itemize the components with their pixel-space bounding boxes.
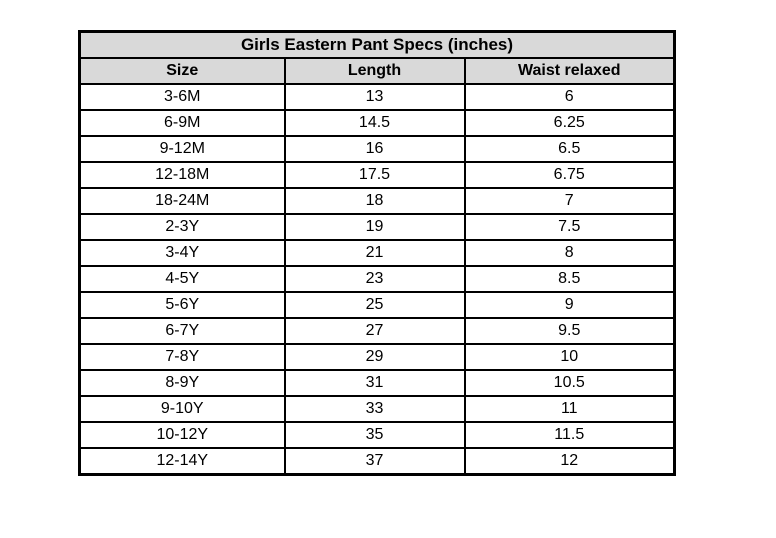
table-cell: 33 bbox=[283, 395, 466, 423]
table-row: 18-24M 18 7 bbox=[78, 187, 676, 215]
table-cell: 8 bbox=[463, 239, 676, 267]
table-cell: 11 bbox=[463, 395, 676, 423]
table-cell: 10 bbox=[463, 343, 676, 371]
table-cell: 29 bbox=[283, 343, 466, 371]
table-cell: 3-6M bbox=[78, 83, 286, 111]
table-title: Girls Eastern Pant Specs (inches) bbox=[78, 30, 676, 59]
table-cell: 9-10Y bbox=[78, 395, 286, 423]
table-cell: 14.5 bbox=[283, 109, 466, 137]
table-cell: 10-12Y bbox=[78, 421, 286, 449]
table-cell: 8-9Y bbox=[78, 369, 286, 397]
table-cell: 9.5 bbox=[463, 317, 676, 345]
table-cell: 8.5 bbox=[463, 265, 676, 293]
table-cell: 9-12M bbox=[78, 135, 286, 163]
table-row: 2-3Y 19 7.5 bbox=[78, 213, 676, 241]
table-cell: 37 bbox=[283, 447, 466, 476]
table-cell: 27 bbox=[283, 317, 466, 345]
table-row: 12-18M 17.5 6.75 bbox=[78, 161, 676, 189]
table-cell: 11.5 bbox=[463, 421, 676, 449]
table-cell: 6.75 bbox=[463, 161, 676, 189]
table-cell: 7-8Y bbox=[78, 343, 286, 371]
table-row: 5-6Y 25 9 bbox=[78, 291, 676, 319]
table-cell: 19 bbox=[283, 213, 466, 241]
table-cell: 6-7Y bbox=[78, 317, 286, 345]
table-cell: 13 bbox=[283, 83, 466, 111]
column-header: Waist relaxed bbox=[463, 57, 676, 85]
table-cell: 10.5 bbox=[463, 369, 676, 397]
table-row: 7-8Y 29 10 bbox=[78, 343, 676, 371]
table-cell: 35 bbox=[283, 421, 466, 449]
table-row: 6-9M 14.5 6.25 bbox=[78, 109, 676, 137]
table-cell: 25 bbox=[283, 291, 466, 319]
table-cell: 12-18M bbox=[78, 161, 286, 189]
table-cell: 4-5Y bbox=[78, 265, 286, 293]
table-row: 3-4Y 21 8 bbox=[78, 239, 676, 267]
table-cell: 7.5 bbox=[463, 213, 676, 241]
table-cell: 16 bbox=[283, 135, 466, 163]
table-row: 8-9Y 31 10.5 bbox=[78, 369, 676, 397]
table-body: 3-6M 13 6 6-9M 14.5 6.25 9-12M 16 6.5 12-18M 17.5 6… bbox=[78, 83, 676, 476]
table-cell: 2-3Y bbox=[78, 213, 286, 241]
table-row: 10-12Y 35 11.5 bbox=[78, 421, 676, 449]
table-cell: 6.25 bbox=[463, 109, 676, 137]
table-cell: 18 bbox=[283, 187, 466, 215]
table-cell: 12 bbox=[463, 447, 676, 476]
table-cell: 17.5 bbox=[283, 161, 466, 189]
pant-specs-table: Girls Eastern Pant Specs (inches) Size Le… bbox=[78, 30, 676, 476]
table-cell: 23 bbox=[283, 265, 466, 293]
table-row: 6-7Y 27 9.5 bbox=[78, 317, 676, 345]
column-header: Size bbox=[78, 57, 286, 85]
table-title-row: Girls Eastern Pant Specs (inches) bbox=[78, 30, 676, 59]
table-cell: 9 bbox=[463, 291, 676, 319]
table-cell: 6.5 bbox=[463, 135, 676, 163]
column-header: Length bbox=[283, 57, 466, 85]
table-row: 9-10Y 33 11 bbox=[78, 395, 676, 423]
table-cell: 7 bbox=[463, 187, 676, 215]
table-cell: 31 bbox=[283, 369, 466, 397]
table-cell: 5-6Y bbox=[78, 291, 286, 319]
table-cell: 21 bbox=[283, 239, 466, 267]
table-cell: 6 bbox=[463, 83, 676, 111]
table-cell: 3-4Y bbox=[78, 239, 286, 267]
table-row: 9-12M 16 6.5 bbox=[78, 135, 676, 163]
table-row: 12-14Y 37 12 bbox=[78, 447, 676, 476]
table-header-row: Size Length Waist relaxed bbox=[78, 57, 676, 85]
table-cell: 12-14Y bbox=[78, 447, 286, 476]
table-row: 4-5Y 23 8.5 bbox=[78, 265, 676, 293]
table-cell: 18-24M bbox=[78, 187, 286, 215]
table-row: 3-6M 13 6 bbox=[78, 83, 676, 111]
table-cell: 6-9M bbox=[78, 109, 286, 137]
